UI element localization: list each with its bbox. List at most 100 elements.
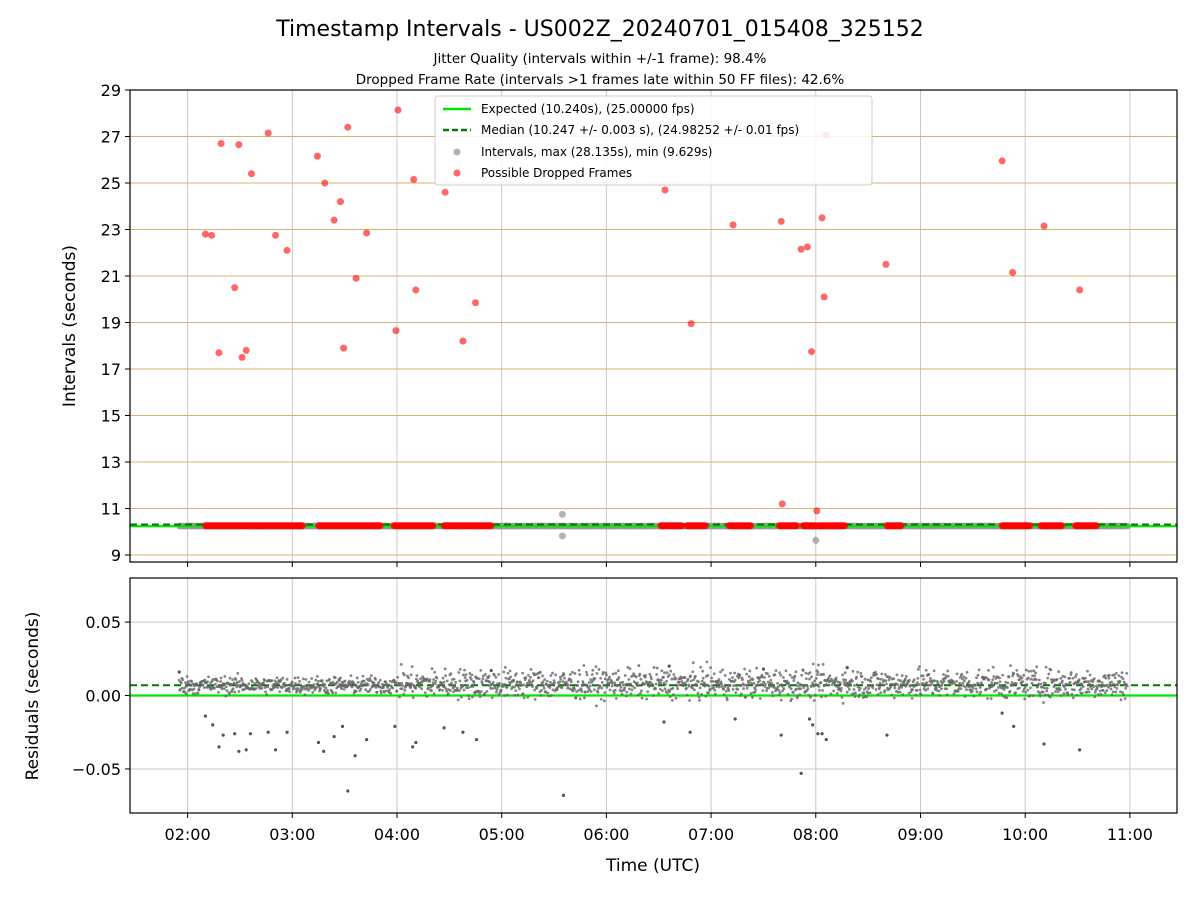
residual-point: [555, 688, 559, 692]
residual-point: [977, 682, 980, 686]
residual-point: [561, 680, 565, 683]
residual-point: [704, 694, 708, 698]
residual-point: [1065, 683, 1068, 687]
residual-point: [234, 678, 238, 681]
residual-point: [766, 672, 770, 676]
residual-point: [217, 690, 220, 694]
residual-point: [1021, 680, 1024, 683]
residual-point: [410, 665, 414, 669]
residual-point: [578, 673, 582, 676]
residual-point: [213, 682, 217, 686]
residual-point: [487, 674, 491, 678]
residual-outlier-point: [824, 737, 828, 742]
residual-point: [998, 676, 1001, 680]
residual-point: [1102, 684, 1106, 688]
dropped-frame-point: [283, 246, 291, 254]
residual-point: [367, 679, 371, 683]
residual-point: [1069, 671, 1073, 674]
residual-point: [364, 688, 367, 692]
residual-point: [662, 675, 665, 679]
residual-point: [722, 687, 726, 691]
dropped-frame-point: [747, 522, 755, 530]
dropped-frame-point: [336, 198, 344, 206]
residual-point: [368, 688, 372, 691]
residual-point: [667, 673, 671, 677]
residual-point: [528, 678, 531, 682]
residual-point: [247, 682, 251, 686]
residual-point: [544, 690, 548, 694]
residual-point: [885, 682, 888, 686]
residual-point: [238, 680, 241, 683]
residual-point: [1044, 682, 1048, 685]
residual-point: [1023, 697, 1027, 701]
residuals-y-tick-label: 0.05: [85, 613, 121, 632]
residual-point: [646, 690, 650, 694]
residual-point: [918, 665, 921, 669]
residual-point: [738, 673, 742, 677]
residual-point: [645, 697, 649, 701]
residual-point: [863, 677, 867, 681]
residual-point: [293, 676, 297, 680]
residual-point: [817, 663, 820, 667]
residual-point: [276, 682, 280, 686]
dropped-frame-point: [412, 286, 420, 294]
residual-point: [550, 694, 553, 697]
residual-point: [600, 680, 604, 684]
residual-point: [719, 680, 723, 684]
residual-point: [677, 680, 681, 684]
residual-point: [516, 693, 520, 697]
dropped-frame-point: [352, 274, 360, 282]
residual-point: [1031, 694, 1035, 698]
residual-point: [660, 669, 664, 673]
residual-point: [380, 682, 384, 686]
dropped-frame-point: [813, 507, 821, 515]
residual-point: [626, 682, 630, 686]
residual-point: [540, 688, 543, 692]
residual-point: [1034, 678, 1038, 682]
residual-point: [762, 681, 766, 684]
residual-point: [394, 681, 398, 684]
residual-point: [253, 681, 257, 685]
residual-point: [1123, 697, 1127, 700]
residual-point: [745, 686, 749, 690]
residual-point: [312, 683, 316, 687]
residual-point: [535, 684, 539, 688]
residual-point: [786, 692, 790, 696]
residual-point: [697, 695, 701, 699]
residual-point: [534, 673, 538, 676]
residual-point: [796, 681, 800, 685]
residual-point: [1047, 672, 1051, 676]
residual-point: [1120, 671, 1124, 675]
residual-point: [957, 684, 961, 688]
residual-point: [934, 686, 938, 690]
residual-point: [751, 678, 755, 682]
residual-point: [581, 682, 585, 685]
residual-point: [713, 688, 717, 692]
residual-outlier-point: [346, 789, 350, 793]
residual-point: [841, 701, 845, 705]
residual-outlier-point: [221, 733, 225, 737]
residual-outlier-point: [816, 732, 820, 736]
residual-point: [391, 686, 395, 690]
residual-point: [806, 687, 810, 691]
residual-point: [1056, 690, 1060, 693]
residual-point: [806, 684, 809, 688]
residual-outlier-point: [1078, 748, 1082, 752]
residuals-x-tick-label: 06:00: [583, 825, 629, 844]
residual-point: [341, 682, 345, 686]
residual-point: [260, 686, 264, 690]
residual-point: [598, 684, 602, 688]
intervals-x-ticks: [187, 562, 1131, 567]
residual-point: [334, 691, 338, 695]
residual-point: [975, 690, 979, 694]
residual-point: [1070, 688, 1074, 691]
residual-point: [543, 678, 547, 681]
residual-point: [940, 687, 943, 691]
dropped-frame-point: [841, 522, 849, 530]
residual-point: [962, 675, 966, 679]
residual-point: [513, 693, 517, 697]
dropped-frame-point: [820, 293, 828, 301]
residual-point: [638, 672, 642, 676]
residual-point: [362, 679, 366, 683]
